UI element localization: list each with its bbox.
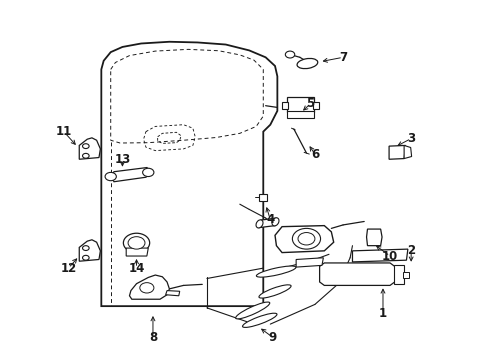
Circle shape (140, 283, 154, 293)
Circle shape (285, 51, 294, 58)
Text: 6: 6 (310, 148, 318, 161)
Bar (402, 271, 408, 279)
Text: 4: 4 (265, 213, 274, 226)
Text: 9: 9 (268, 331, 276, 344)
Polygon shape (258, 218, 276, 228)
Bar (282, 102, 287, 109)
Ellipse shape (242, 313, 276, 328)
Circle shape (297, 233, 314, 245)
Text: 10: 10 (381, 249, 397, 262)
Bar (312, 102, 318, 109)
Ellipse shape (256, 266, 295, 277)
Circle shape (105, 172, 116, 181)
Text: 12: 12 (60, 262, 77, 275)
Polygon shape (258, 194, 266, 202)
Polygon shape (126, 248, 148, 256)
Text: 1: 1 (378, 307, 386, 320)
Polygon shape (129, 275, 169, 299)
Ellipse shape (235, 302, 269, 319)
Polygon shape (403, 145, 411, 158)
Bar (286, 97, 313, 112)
Circle shape (82, 255, 89, 260)
Text: 2: 2 (406, 244, 414, 257)
Polygon shape (388, 145, 405, 159)
Polygon shape (319, 263, 394, 285)
Polygon shape (352, 249, 407, 262)
Text: 7: 7 (338, 51, 346, 64)
Bar (286, 111, 313, 118)
Polygon shape (366, 229, 381, 246)
Text: 14: 14 (128, 262, 144, 275)
Circle shape (82, 246, 89, 251)
Circle shape (128, 237, 144, 249)
Text: 8: 8 (148, 331, 157, 344)
Polygon shape (101, 42, 277, 306)
Ellipse shape (256, 220, 263, 228)
Polygon shape (79, 240, 100, 261)
Text: 5: 5 (305, 98, 314, 111)
Circle shape (142, 168, 154, 176)
Ellipse shape (296, 58, 317, 69)
Ellipse shape (259, 285, 290, 298)
Circle shape (123, 233, 149, 253)
Circle shape (292, 228, 320, 249)
Polygon shape (296, 258, 323, 267)
Ellipse shape (271, 218, 279, 226)
Circle shape (82, 153, 89, 158)
Polygon shape (110, 167, 151, 182)
Bar (393, 265, 403, 284)
Circle shape (82, 144, 89, 149)
Text: 11: 11 (56, 125, 72, 138)
Polygon shape (274, 226, 333, 253)
Polygon shape (165, 291, 180, 296)
Text: 13: 13 (114, 153, 130, 166)
Text: 3: 3 (406, 132, 414, 145)
Polygon shape (79, 138, 100, 159)
